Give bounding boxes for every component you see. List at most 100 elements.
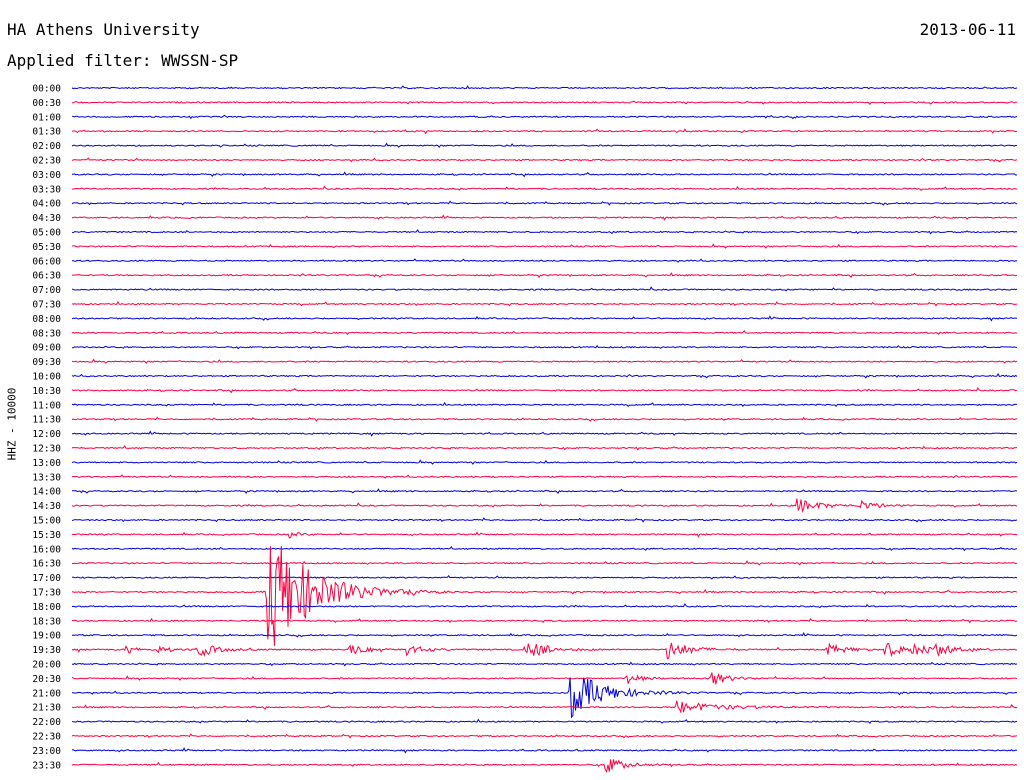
- row-time-label: 07:00: [32, 285, 61, 296]
- row-time-label: 18:30: [32, 616, 61, 627]
- row-time-label: 16:00: [32, 544, 61, 555]
- seismogram-trace: [71, 642, 1018, 660]
- station-title: HA Athens University: [7, 20, 200, 39]
- row-time-label: 20:30: [32, 674, 61, 685]
- seismogram-trace: [71, 358, 1018, 365]
- seismogram-trace: [71, 387, 1018, 394]
- row-time-label: 11:00: [32, 400, 61, 411]
- seismogram-trace: [71, 459, 1018, 465]
- row-time-label: 06:00: [32, 256, 61, 267]
- seismogram-trace: [71, 301, 1018, 307]
- row-time-label: 00:00: [32, 84, 61, 95]
- seismogram-trace: [71, 661, 1018, 667]
- seismogram-trace: [71, 315, 1018, 322]
- seismogram-trace: [71, 171, 1018, 178]
- seismogram-trace: [71, 142, 1018, 148]
- seismogram-trace: [71, 85, 1018, 90]
- row-time-label: 04:30: [32, 213, 61, 224]
- row-time-label: 11:30: [32, 415, 61, 426]
- seismogram-trace: [71, 545, 1018, 646]
- seismogram-trace: [71, 603, 1018, 609]
- row-time-label: 13:30: [32, 472, 61, 483]
- row-time-label: 22:00: [32, 717, 61, 728]
- row-time-label: 03:00: [32, 170, 61, 181]
- row-time-label: 15:00: [32, 516, 61, 527]
- row-time-label: 02:30: [32, 156, 61, 167]
- seismogram-trace: [71, 445, 1018, 451]
- seismogram-trace: [71, 617, 1018, 624]
- seismogram-trace: [71, 229, 1018, 235]
- row-time-label: 13:00: [32, 458, 61, 469]
- seismogram-trace: [71, 114, 1018, 120]
- row-time-label: 05:30: [32, 242, 61, 253]
- seismogram-trace: [72, 128, 1018, 135]
- row-time-label: 08:30: [32, 328, 61, 339]
- row-time-label: 17:30: [32, 588, 61, 599]
- seismogram-trace: [72, 243, 1018, 249]
- seismogram-trace: [71, 747, 1018, 754]
- row-time-label: 12:30: [32, 444, 61, 455]
- seismogram-trace: [71, 200, 1018, 206]
- seismogram-trace: [71, 430, 1018, 437]
- row-time-label: 09:00: [32, 343, 61, 354]
- row-time-label: 23:00: [32, 746, 61, 757]
- row-time-label: 18:00: [32, 602, 61, 613]
- seismogram-trace: [71, 575, 1018, 580]
- seismogram-trace: [71, 733, 1018, 739]
- seismogram-trace: [71, 185, 1018, 191]
- row-time-label: 15:30: [32, 530, 61, 541]
- seismogram-trace: [71, 718, 1018, 724]
- row-time-label: 00:30: [32, 98, 61, 109]
- filter-label: Applied filter: WWSSN-SP: [7, 51, 239, 70]
- seismogram-trace: [71, 672, 1018, 685]
- row-time-label: 19:00: [32, 631, 61, 642]
- row-time-label: 21:30: [32, 703, 61, 714]
- row-time-label: 03:30: [32, 184, 61, 195]
- row-time-label: 16:30: [32, 559, 61, 570]
- row-time-label: 05:00: [32, 228, 61, 239]
- row-time-label: 14:30: [32, 501, 61, 512]
- seismogram-trace: [71, 631, 1018, 638]
- date-label: 2013-06-11: [919, 20, 1016, 39]
- seismogram-trace: [71, 531, 1018, 539]
- row-time-label: 01:00: [32, 112, 61, 123]
- seismogram-trace: [71, 373, 1018, 379]
- seismogram-trace: [71, 759, 1018, 773]
- row-time-label: 10:00: [32, 372, 61, 383]
- seismogram-trace: [71, 498, 1018, 513]
- seismogram-trace: [71, 474, 1018, 479]
- row-time-label: 04:00: [32, 199, 61, 210]
- seismogram-trace: [72, 344, 1018, 350]
- seismogram-trace: [71, 214, 1018, 221]
- row-time-label: 17:00: [32, 573, 61, 584]
- row-time-label: 20:00: [32, 660, 61, 671]
- seismogram-trace: [71, 517, 1018, 523]
- seismogram-trace: [71, 677, 1018, 719]
- row-time-label: 07:30: [32, 300, 61, 311]
- row-time-label: 02:00: [32, 141, 61, 152]
- row-time-label: 06:30: [32, 271, 61, 282]
- seismogram-trace: [71, 401, 1018, 408]
- row-time-label: 19:30: [32, 645, 61, 656]
- row-time-label: 22:30: [32, 732, 61, 743]
- seismogram-trace: [71, 416, 1018, 422]
- seismogram-trace: [72, 100, 1018, 106]
- row-time-label: 10:30: [32, 386, 61, 397]
- seismogram-trace: [71, 258, 1018, 263]
- seismogram-trace: [71, 488, 1018, 495]
- row-time-label: 14:00: [32, 487, 61, 498]
- row-time-label: 09:30: [32, 357, 61, 368]
- seismogram-trace: [71, 286, 1018, 292]
- seismogram-trace: [72, 560, 1018, 566]
- row-time-label: 12:00: [32, 429, 61, 440]
- seismogram-trace: [71, 272, 1018, 279]
- row-time-label: 08:00: [32, 314, 61, 325]
- seismogram-trace: [71, 545, 1018, 552]
- seismogram-trace: [71, 329, 1018, 336]
- row-time-label: 01:30: [32, 127, 61, 138]
- seismogram-trace: [71, 700, 1018, 714]
- seismogram-trace: [71, 157, 1018, 163]
- row-time-label: 21:00: [32, 688, 61, 699]
- row-time-label: 23:30: [32, 760, 61, 771]
